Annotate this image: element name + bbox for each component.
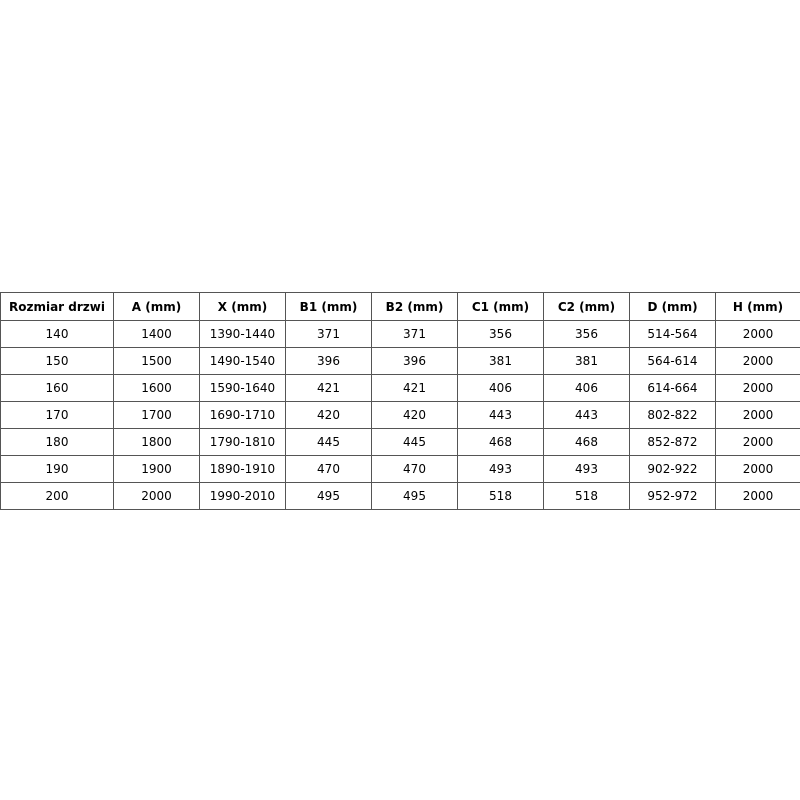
- table-row: 160 1600 1590-1640 421 421 406 406 614-664 2000: [0, 374, 800, 402]
- table-cell: 160: [0, 374, 114, 402]
- table-cell: 468: [457, 428, 544, 456]
- header-cell: X (mm): [199, 292, 286, 321]
- table-cell: 564-614: [629, 347, 716, 375]
- table-cell: 200: [0, 482, 114, 510]
- table-cell: 1990-2010: [199, 482, 286, 510]
- table-cell: 396: [371, 347, 458, 375]
- table-cell: 514-564: [629, 320, 716, 348]
- size-table: Rozmiar drzwi A (mm) X (mm) B1 (mm) B2 (mm) C…: [0, 292, 800, 510]
- table-cell: 1690-1710: [199, 401, 286, 429]
- table-cell: 150: [0, 347, 114, 375]
- table-cell: 2000: [715, 455, 800, 483]
- header-cell: C2 (mm): [543, 292, 630, 321]
- table-cell: 2000: [715, 482, 800, 510]
- table-body: 140 1400 1390-1440 371 371 356 356 514-564 2000 1…: [0, 320, 800, 510]
- table-cell: 396: [285, 347, 372, 375]
- header-cell: Rozmiar drzwi: [0, 292, 114, 321]
- table-cell: 1790-1810: [199, 428, 286, 456]
- table-cell: 406: [543, 374, 630, 402]
- header-cell: C1 (mm): [457, 292, 544, 321]
- table-cell: 443: [543, 401, 630, 429]
- table-cell: 468: [543, 428, 630, 456]
- table-cell: 1490-1540: [199, 347, 286, 375]
- table-cell: 2000: [715, 428, 800, 456]
- table-cell: 952-972: [629, 482, 716, 510]
- table-cell: 802-822: [629, 401, 716, 429]
- table-cell: 902-922: [629, 455, 716, 483]
- table-cell: 1700: [113, 401, 200, 429]
- table-cell: 1600: [113, 374, 200, 402]
- table-cell: 381: [457, 347, 544, 375]
- header-cell: A (mm): [113, 292, 200, 321]
- table-cell: 445: [285, 428, 372, 456]
- table-cell: 2000: [113, 482, 200, 510]
- table-cell: 421: [285, 374, 372, 402]
- table-cell: 443: [457, 401, 544, 429]
- table-cell: 2000: [715, 401, 800, 429]
- table-cell: 1400: [113, 320, 200, 348]
- table-cell: 1590-1640: [199, 374, 286, 402]
- table-cell: 445: [371, 428, 458, 456]
- table-cell: 2000: [715, 347, 800, 375]
- table-cell: 381: [543, 347, 630, 375]
- table-row: 190 1900 1890-1910 470 470 493 493 902-922 2000: [0, 455, 800, 483]
- table-cell: 470: [371, 455, 458, 483]
- table-cell: 371: [371, 320, 458, 348]
- table-cell: 420: [371, 401, 458, 429]
- header-cell: H (mm): [715, 292, 800, 321]
- table-cell: 421: [371, 374, 458, 402]
- header-cell: B1 (mm): [285, 292, 372, 321]
- table-cell: 356: [543, 320, 630, 348]
- table-cell: 470: [285, 455, 372, 483]
- table-cell: 614-664: [629, 374, 716, 402]
- table-cell: 1800: [113, 428, 200, 456]
- table-cell: 1890-1910: [199, 455, 286, 483]
- table-row: 180 1800 1790-1810 445 445 468 468 852-872 2000: [0, 428, 800, 456]
- table-row: 200 2000 1990-2010 495 495 518 518 952-972 2000: [0, 482, 800, 510]
- table-cell: 190: [0, 455, 114, 483]
- table-cell: 170: [0, 401, 114, 429]
- header-row: Rozmiar drzwi A (mm) X (mm) B1 (mm) B2 (mm) C…: [0, 292, 800, 321]
- table-row: 140 1400 1390-1440 371 371 356 356 514-564 2000: [0, 320, 800, 348]
- table-cell: 518: [457, 482, 544, 510]
- table-cell: 495: [285, 482, 372, 510]
- table-cell: 2000: [715, 320, 800, 348]
- header-cell: D (mm): [629, 292, 716, 321]
- table-cell: 852-872: [629, 428, 716, 456]
- table-cell: 356: [457, 320, 544, 348]
- table-cell: 493: [543, 455, 630, 483]
- table-cell: 140: [0, 320, 114, 348]
- table-cell: 420: [285, 401, 372, 429]
- table-cell: 2000: [715, 374, 800, 402]
- table-cell: 1900: [113, 455, 200, 483]
- table-row: 170 1700 1690-1710 420 420 443 443 802-822 2000: [0, 401, 800, 429]
- table-cell: 406: [457, 374, 544, 402]
- table-cell: 180: [0, 428, 114, 456]
- table-cell: 371: [285, 320, 372, 348]
- header-cell: B2 (mm): [371, 292, 458, 321]
- table-cell: 1390-1440: [199, 320, 286, 348]
- table-cell: 493: [457, 455, 544, 483]
- table-cell: 1500: [113, 347, 200, 375]
- table-cell: 518: [543, 482, 630, 510]
- table-cell: 495: [371, 482, 458, 510]
- table-row: 150 1500 1490-1540 396 396 381 381 564-614 2000: [0, 347, 800, 375]
